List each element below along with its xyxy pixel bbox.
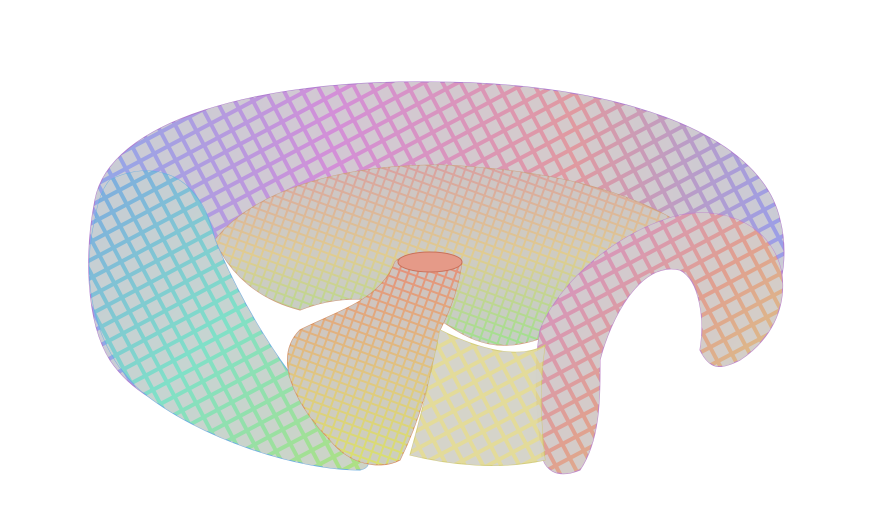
right-arch-tube-tiles xyxy=(536,212,783,474)
central-spout-tiles xyxy=(287,253,462,465)
lower-front-band-tiles xyxy=(410,330,545,466)
outer-rim-back-tiles xyxy=(88,81,784,424)
spout-top xyxy=(397,251,463,273)
